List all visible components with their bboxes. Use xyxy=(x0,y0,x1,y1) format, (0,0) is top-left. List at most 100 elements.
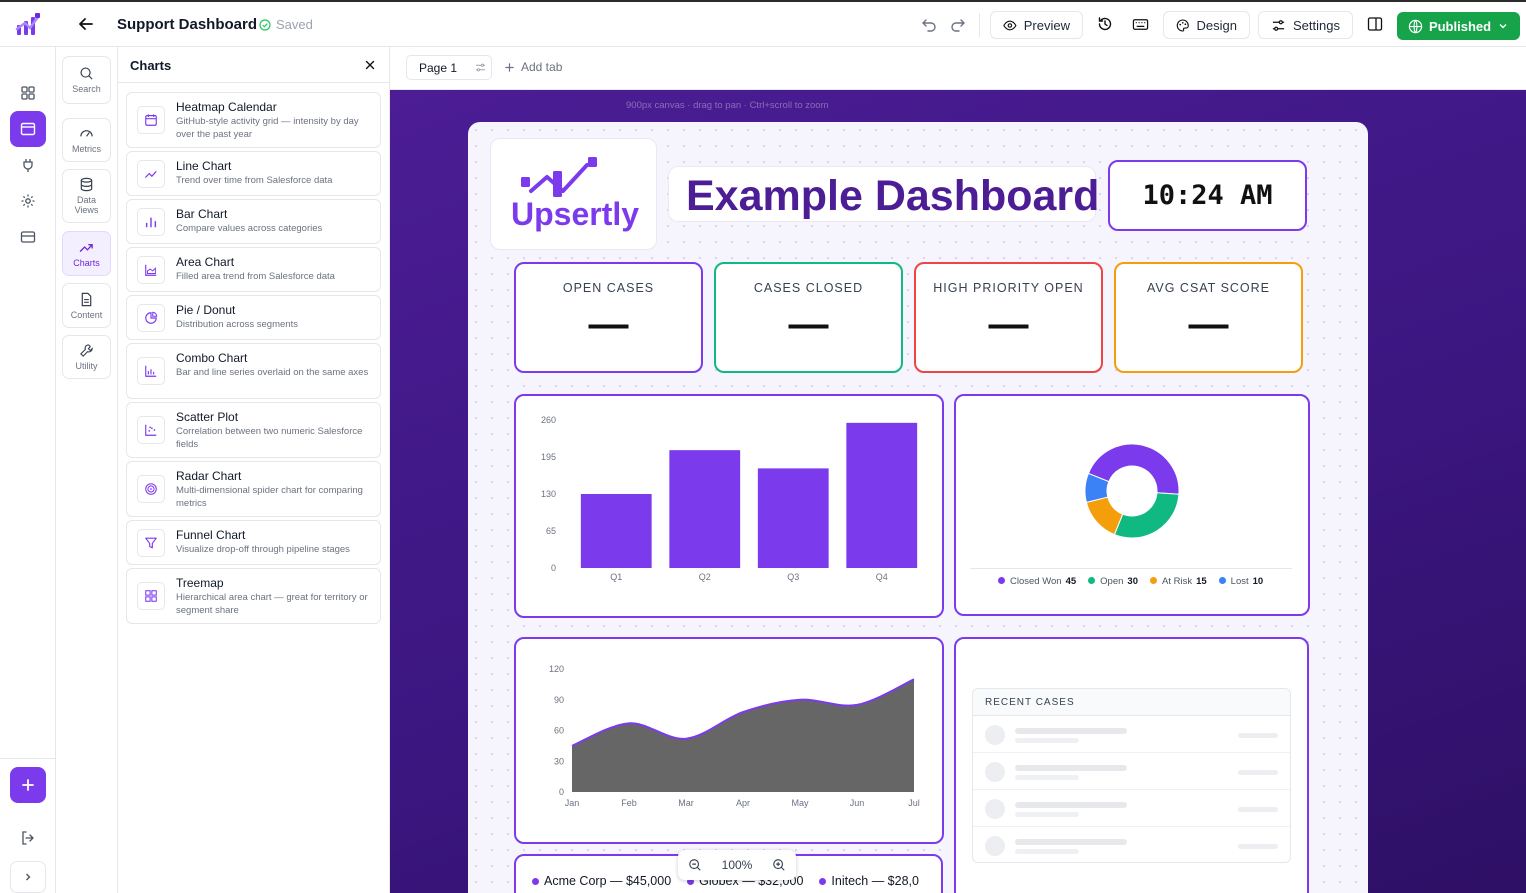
zoom-out-icon[interactable] xyxy=(688,858,702,872)
history-icon[interactable] xyxy=(1095,14,1115,34)
chart-item-name: Funnel Chart xyxy=(176,528,246,542)
chart-item-radar-chart[interactable]: Radar Chart Multi-dimensional spider cha… xyxy=(126,461,381,517)
undo-icon[interactable] xyxy=(919,14,939,34)
dashboard-title-card[interactable]: Example Dashboard xyxy=(668,166,1100,222)
clock-time: 10:24 AM xyxy=(1142,180,1273,211)
keyboard-icon[interactable] xyxy=(1130,14,1150,34)
canvas-hint: 900px canvas · drag to pan · Ctrl+scroll… xyxy=(626,100,829,111)
add-tab-button[interactable]: Add tab xyxy=(504,60,562,74)
chart-item-pie-donut[interactable]: Pie / Donut Distribution across segments xyxy=(126,295,381,340)
category-search[interactable]: Search xyxy=(62,56,111,104)
design-label: Design xyxy=(1196,17,1237,33)
zoom-in-icon[interactable] xyxy=(772,858,786,872)
x-tick-label: Q4 xyxy=(876,572,888,582)
x-tick-label: Feb xyxy=(621,798,637,808)
donut-slice xyxy=(1085,496,1124,536)
category-utility[interactable]: Utility xyxy=(62,335,111,379)
rail-divider xyxy=(0,758,56,759)
page-title: Support Dashboard xyxy=(117,16,258,33)
preview-label: Preview xyxy=(1023,17,1070,33)
scatter-icon xyxy=(137,416,165,444)
category-content[interactable]: Content xyxy=(62,283,111,328)
dashboard-board: Upsertly Example Dashboard 10:24 AM OPEN… xyxy=(468,122,1368,893)
chart-item-name: Radar Chart xyxy=(176,469,242,483)
chart-item-desc: Bar and line series overlaid on the same… xyxy=(176,367,369,378)
donut-chart-widget[interactable]: Closed Won 45 Open 30 At Risk 15 Lost 10 xyxy=(954,394,1310,616)
chart-item-heatmap-calendar[interactable]: Heatmap Calendar GitHub-style activity g… xyxy=(126,92,381,148)
editor-canvas[interactable]: 900px canvas · drag to pan · Ctrl+scroll… xyxy=(390,90,1526,893)
kpi-cases-closed[interactable]: CASES CLOSED — xyxy=(714,262,903,373)
legend-item: Open 30 xyxy=(1088,576,1138,587)
preview-button[interactable]: Preview xyxy=(990,11,1083,39)
settings-label: Settings xyxy=(1293,17,1340,33)
panel-header: Charts xyxy=(118,47,390,83)
upsertly-logo: Upsertly xyxy=(511,157,639,232)
donut-chart xyxy=(1084,443,1180,539)
chart-item-bar-chart[interactable]: Bar Chart Compare values across categori… xyxy=(126,199,381,244)
chart-item-funnel-chart[interactable]: Funnel Chart Visualize drop-off through … xyxy=(126,520,381,565)
table-row[interactable] xyxy=(973,827,1290,862)
pie-chart-icon xyxy=(137,303,165,332)
category-label: Charts xyxy=(73,257,100,268)
grid-icon[interactable] xyxy=(10,75,46,111)
combo-chart-icon xyxy=(137,357,165,385)
back-arrow-icon[interactable] xyxy=(76,14,96,34)
add-button[interactable] xyxy=(10,767,46,803)
chart-item-desc: Visualize drop-off through pipeline stag… xyxy=(176,544,350,555)
gauge-icon xyxy=(80,130,93,137)
redo-icon[interactable] xyxy=(948,14,968,34)
chart-item-scatter-plot[interactable]: Scatter Plot Correlation between two num… xyxy=(126,402,381,458)
kpi-avg-csat-score[interactable]: AVG CSAT SCORE — xyxy=(1114,262,1303,373)
dashboard-title: Example Dashboard xyxy=(686,172,1100,220)
logout-icon[interactable] xyxy=(10,822,46,854)
legend-label: At Risk xyxy=(1161,576,1193,587)
chart-item-desc: Correlation between two numeric Salesfor… xyxy=(176,426,363,450)
brand-logo-card[interactable]: Upsertly xyxy=(490,138,657,250)
funnel-icon xyxy=(137,528,165,557)
tab-settings-icon[interactable] xyxy=(475,62,486,73)
category-label: Data Views xyxy=(74,195,99,215)
chart-item-desc: Trend over time from Salesforce data xyxy=(176,175,333,186)
layout-icon[interactable] xyxy=(10,111,46,147)
table-row[interactable] xyxy=(973,790,1290,827)
chart-item-combo-chart[interactable]: Combo Chart Bar and line series overlaid… xyxy=(126,343,381,399)
chart-item-name: Treemap xyxy=(176,576,224,590)
table-row[interactable] xyxy=(973,753,1290,790)
chart-item-line-chart[interactable]: Line Chart Trend over time from Salesfor… xyxy=(126,151,381,196)
chart-item-area-chart[interactable]: Area Chart Filled area trend from Salesf… xyxy=(126,247,381,292)
design-button[interactable]: Design xyxy=(1163,11,1250,39)
clock-widget[interactable]: 10:24 AM xyxy=(1108,160,1307,231)
expand-rail-button[interactable] xyxy=(10,861,46,893)
kpi-open-cases[interactable]: OPEN CASES — xyxy=(514,262,703,373)
gear-icon[interactable] xyxy=(10,183,46,219)
calendar-icon xyxy=(137,106,165,134)
legend-label: Closed Won xyxy=(1010,576,1062,587)
kpi-high-priority-open[interactable]: HIGH PRIORITY OPEN — xyxy=(914,262,1103,373)
tab-page-1[interactable]: Page 1 xyxy=(406,55,492,80)
wrench-icon xyxy=(80,344,93,357)
y-tick-label: 260 xyxy=(541,415,556,425)
close-icon[interactable] xyxy=(362,57,378,73)
category-data-views[interactable]: Data Views xyxy=(62,169,111,223)
chart-item-treemap[interactable]: Treemap Hierarchical area chart — great … xyxy=(126,568,381,624)
treemap-icon xyxy=(137,582,165,610)
area-chart-widget[interactable]: 0 30 60 90 120 Jan Feb Mar Apr May Jun Jul xyxy=(514,637,944,844)
app-logo-icon[interactable] xyxy=(0,2,56,47)
panel-toggle-icon[interactable] xyxy=(1365,14,1385,34)
recent-cases-widget[interactable]: RECENT CASES xyxy=(954,637,1309,893)
table-row[interactable] xyxy=(973,716,1290,753)
settings-button[interactable]: Settings xyxy=(1258,11,1353,39)
card-icon[interactable] xyxy=(10,219,46,255)
tab-label: Page 1 xyxy=(419,60,458,75)
category-metrics[interactable]: Metrics xyxy=(62,118,111,162)
publish-button[interactable]: Published xyxy=(1397,12,1520,40)
eye-icon xyxy=(1003,20,1017,30)
category-charts[interactable]: Charts xyxy=(62,231,111,276)
category-label: Utility xyxy=(75,361,98,371)
chart-item-desc: Hierarchical area chart — great for terr… xyxy=(176,592,368,616)
plug-icon[interactable] xyxy=(10,147,46,183)
line-chart-icon xyxy=(137,159,165,188)
category-label: Search xyxy=(72,84,101,94)
bar-chart-widget[interactable]: 0 65 130 195 260 Q1 Q2 Q3 Q4 xyxy=(514,394,944,618)
recent-cases-title: RECENT CASES xyxy=(973,689,1290,716)
